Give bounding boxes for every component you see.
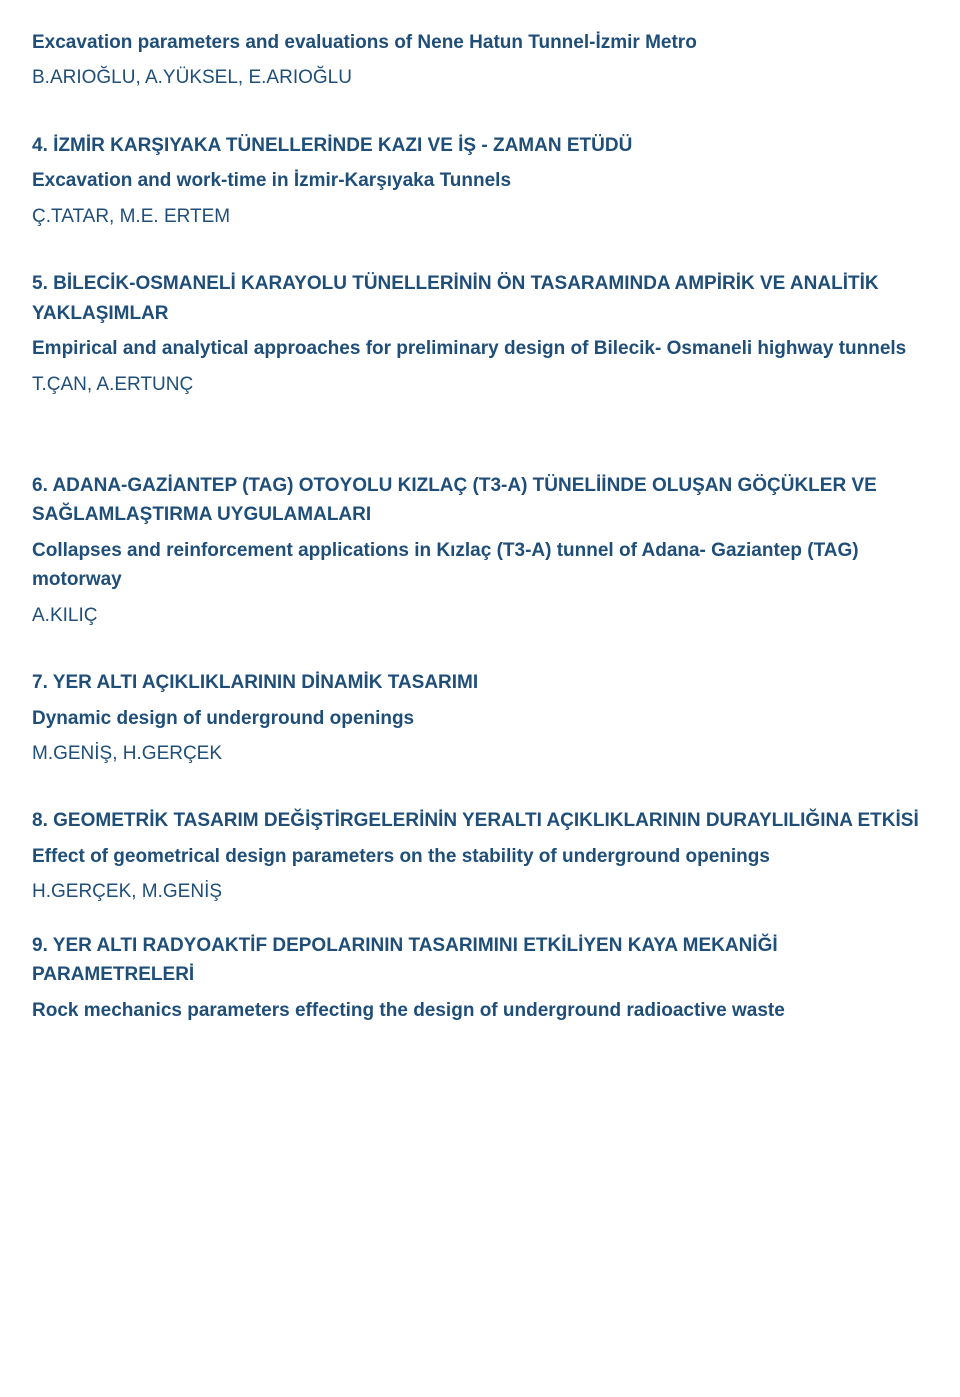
entry-title-tr: 5. BİLECİK-OSMANELİ KARAYOLU TÜNELLERİNİ… (32, 269, 928, 328)
entry-authors: T.ÇAN, A.ERTUNÇ (32, 370, 928, 399)
entry-title-en: Empirical and analytical approaches for … (32, 334, 928, 363)
entry-title-tr: 8. GEOMETRİK TASARIM DEĞİŞTİRGELERİNİN Y… (32, 806, 928, 835)
entry-number: 6. (32, 475, 48, 496)
entry-authors: H.GERÇEK, M.GENİŞ (32, 877, 928, 906)
entry-5: 8. GEOMETRİK TASARIM DEĞİŞTİRGELERİNİN Y… (32, 806, 928, 906)
entry-title-tr-text: YER ALTI RADYOAKTİF DEPOLARININ TASARIMI… (32, 935, 778, 985)
entry-title-tr-text: İZMİR KARŞIYAKA TÜNELLERİNDE KAZI VE İŞ … (53, 135, 632, 156)
entry-title-tr-text: BİLECİK-OSMANELİ KARAYOLU TÜNELLERİNİN Ö… (32, 273, 879, 323)
entry-title-en: Collapses and reinforcement applications… (32, 536, 928, 595)
entry-1: 4. İZMİR KARŞIYAKA TÜNELLERİNDE KAZI VE … (32, 131, 928, 231)
entry-title-tr-text: ADANA-GAZİANTEP (TAG) OTOYOLU KIZLAÇ (T3… (32, 475, 877, 525)
entry-title-tr: 7. YER ALTI AÇIKLIKLARININ DİNAMİK TASAR… (32, 668, 928, 697)
entry-3: 6. ADANA-GAZİANTEP (TAG) OTOYOLU KIZLAÇ … (32, 471, 928, 630)
entry-number: 7. (32, 672, 48, 693)
entry-title-en: Excavation and work-time in İzmir-Karşıy… (32, 166, 928, 195)
entry-0: Excavation parameters and evaluations of… (32, 28, 928, 93)
entry-number: 5. (32, 273, 48, 294)
entry-authors: B.ARIOĞLU, A.YÜKSEL, E.ARIOĞLU (32, 63, 928, 92)
entry-title-tr: 9. YER ALTI RADYOAKTİF DEPOLARININ TASAR… (32, 931, 928, 990)
entry-6: 9. YER ALTI RADYOAKTİF DEPOLARININ TASAR… (32, 931, 928, 1025)
entry-authors: A.KILIÇ (32, 601, 928, 630)
entry-authors: M.GENİŞ, H.GERÇEK (32, 739, 928, 768)
entry-title-tr-text: YER ALTI AÇIKLIKLARININ DİNAMİK TASARIMI (53, 672, 478, 693)
entry-number: 4. (32, 135, 48, 156)
entry-2: 5. BİLECİK-OSMANELİ KARAYOLU TÜNELLERİNİ… (32, 269, 928, 399)
entry-title-en: Effect of geometrical design parameters … (32, 842, 928, 871)
entry-title-en: Excavation parameters and evaluations of… (32, 28, 928, 57)
entry-number: 9. (32, 935, 48, 956)
entry-4: 7. YER ALTI AÇIKLIKLARININ DİNAMİK TASAR… (32, 668, 928, 768)
entry-number: 8. (32, 810, 48, 831)
entry-title-en: Dynamic design of underground openings (32, 704, 928, 733)
entry-title-en: Rock mechanics parameters effecting the … (32, 996, 928, 1025)
entry-authors: Ç.TATAR, M.E. ERTEM (32, 202, 928, 231)
entry-title-tr: 4. İZMİR KARŞIYAKA TÜNELLERİNDE KAZI VE … (32, 131, 928, 160)
entry-title-tr: 6. ADANA-GAZİANTEP (TAG) OTOYOLU KIZLAÇ … (32, 471, 928, 530)
entry-title-tr-text: GEOMETRİK TASARIM DEĞİŞTİRGELERİNİN YERA… (53, 810, 919, 831)
